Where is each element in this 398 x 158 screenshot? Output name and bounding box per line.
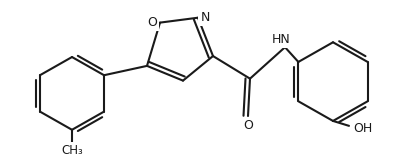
Text: CH₃: CH₃ <box>61 144 83 157</box>
Text: HN: HN <box>271 33 291 46</box>
Text: O: O <box>243 119 253 132</box>
Text: N: N <box>200 11 210 24</box>
Text: OH: OH <box>353 122 373 135</box>
Text: O: O <box>147 16 157 29</box>
